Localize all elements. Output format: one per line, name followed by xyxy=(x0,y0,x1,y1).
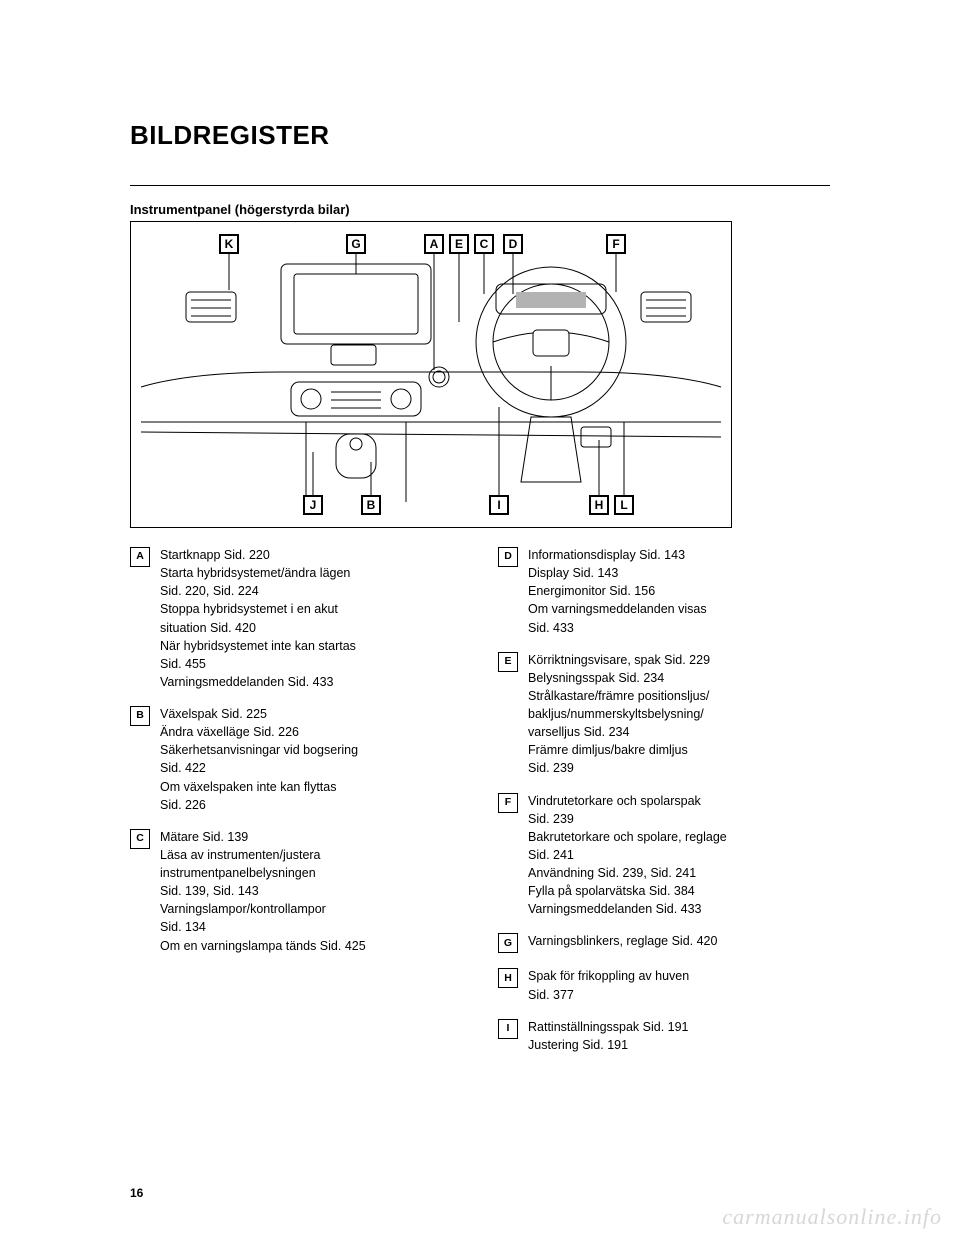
callout-a: A xyxy=(424,234,444,254)
legend-line: Mätare Sid. 139 xyxy=(160,828,366,846)
callout-h: H xyxy=(589,495,609,515)
legend-columns: A Startknapp Sid. 220Starta hybridsysteme… xyxy=(130,546,830,1054)
legend-line: Sid. 239 xyxy=(528,759,710,777)
legend-text: Startknapp Sid. 220Starta hybridsystemet… xyxy=(160,546,356,691)
page-title: BILDREGISTER xyxy=(130,120,830,151)
callout-k: K xyxy=(219,234,239,254)
legend-line: Spak för frikoppling av huven xyxy=(528,967,689,985)
legend-text: Mätare Sid. 139Läsa av instrumenten/just… xyxy=(160,828,366,955)
legend-line: Sid. 377 xyxy=(528,986,689,1004)
legend-item-g: G Varningsblinkers, reglage Sid. 420 xyxy=(498,932,830,953)
callout-i: I xyxy=(489,495,509,515)
legend-line: Bakrutetorkare och spolare, reglage xyxy=(528,828,727,846)
page-number: 16 xyxy=(130,1186,143,1200)
legend-line: Sid. 239 xyxy=(528,810,727,828)
legend-line: Sid. 455 xyxy=(160,655,356,673)
legend-line: varselljus Sid. 234 xyxy=(528,723,710,741)
legend-line: bakljus/nummerskyltsbelysning/ xyxy=(528,705,710,723)
legend-text: Informationsdisplay Sid. 143Display Sid.… xyxy=(528,546,707,637)
legend-line: Växelspak Sid. 225 xyxy=(160,705,358,723)
callout-f: F xyxy=(606,234,626,254)
callout-b: B xyxy=(361,495,381,515)
legend-item-f: F Vindrutetorkare och spolarspakSid. 239B… xyxy=(498,792,830,919)
legend-line: Om växelspaken inte kan flyttas xyxy=(160,778,358,796)
legend-line: Sid. 241 xyxy=(528,846,727,864)
legend-line: Stoppa hybridsystemet i en akut xyxy=(160,600,356,618)
callout-j: J xyxy=(303,495,323,515)
legend-item-e: E Körriktningsvisare, spak Sid. 229Belysn… xyxy=(498,651,830,778)
legend-line: Belysningsspak Sid. 234 xyxy=(528,669,710,687)
legend-label-i: I xyxy=(498,1019,518,1039)
callout-g: G xyxy=(346,234,366,254)
legend-line: Rattinställningsspak Sid. 191 xyxy=(528,1018,689,1036)
legend-line: Starta hybridsystemet/ändra lägen xyxy=(160,564,356,582)
legend-line: Varningsmeddelanden Sid. 433 xyxy=(528,900,727,918)
manual-page: BILDREGISTER Instrumentpanel (högerstyrd… xyxy=(0,0,960,1242)
legend-line: Varningsmeddelanden Sid. 433 xyxy=(160,673,356,691)
legend-label-g: G xyxy=(498,933,518,953)
legend-line: När hybridsystemet inte kan startas xyxy=(160,637,356,655)
legend-item-b: B Växelspak Sid. 225Ändra växelläge Sid. … xyxy=(130,705,462,814)
legend-line: Justering Sid. 191 xyxy=(528,1036,689,1054)
callout-c: C xyxy=(474,234,494,254)
legend-line: Energimonitor Sid. 156 xyxy=(528,582,707,600)
legend-line: Sid. 422 xyxy=(160,759,358,777)
watermark-text: carmanualsonline.info xyxy=(722,1204,942,1230)
legend-item-d: D Informationsdisplay Sid. 143Display Sid… xyxy=(498,546,830,637)
legend-line: Startknapp Sid. 220 xyxy=(160,546,356,564)
legend-label-b: B xyxy=(130,706,150,726)
callout-l: L xyxy=(614,495,634,515)
legend-line: Vindrutetorkare och spolarspak xyxy=(528,792,727,810)
legend-label-e: E xyxy=(498,652,518,672)
legend-line: Om varningsmeddelanden visas xyxy=(528,600,707,618)
legend-text: Vindrutetorkare och spolarspakSid. 239Ba… xyxy=(528,792,727,919)
title-rule xyxy=(130,185,830,186)
legend-line: Fylla på spolarvätska Sid. 384 xyxy=(528,882,727,900)
legend-item-c: C Mätare Sid. 139Läsa av instrumenten/jus… xyxy=(130,828,462,955)
legend-line: Sid. 134 xyxy=(160,918,366,936)
callout-e: E xyxy=(449,234,469,254)
legend-text: Växelspak Sid. 225Ändra växelläge Sid. 2… xyxy=(160,705,358,814)
legend-label-a: A xyxy=(130,547,150,567)
legend-line: Sid. 139, Sid. 143 xyxy=(160,882,366,900)
legend-line: Läsa av instrumenten/justera xyxy=(160,846,366,864)
legend-text: Varningsblinkers, reglage Sid. 420 xyxy=(528,932,717,953)
legend-line: Varningslampor/kontrollampor xyxy=(160,900,366,918)
legend-line: Användning Sid. 239, Sid. 241 xyxy=(528,864,727,882)
dashboard-figure: K G AECD F J B I HL xyxy=(130,221,732,528)
legend-line: Strålkastare/främre positionsljus/ xyxy=(528,687,710,705)
legend-line: Säkerhetsanvisningar vid bogsering xyxy=(160,741,358,759)
legend-line: instrumentpanelbelysningen xyxy=(160,864,366,882)
legend-line: Ändra växelläge Sid. 226 xyxy=(160,723,358,741)
legend-label-d: D xyxy=(498,547,518,567)
legend-line: Om en varningslampa tänds Sid. 425 xyxy=(160,937,366,955)
legend-label-f: F xyxy=(498,793,518,813)
legend-left-column: A Startknapp Sid. 220Starta hybridsysteme… xyxy=(130,546,462,1054)
legend-line: Sid. 220, Sid. 224 xyxy=(160,582,356,600)
legend-line: Informationsdisplay Sid. 143 xyxy=(528,546,707,564)
legend-item-i: I Rattinställningsspak Sid. 191Justering … xyxy=(498,1018,830,1054)
legend-line: Varningsblinkers, reglage Sid. 420 xyxy=(528,932,717,950)
legend-item-a: A Startknapp Sid. 220Starta hybridsysteme… xyxy=(130,546,462,691)
legend-line: Körriktningsvisare, spak Sid. 229 xyxy=(528,651,710,669)
legend-label-c: C xyxy=(130,829,150,849)
legend-line: Sid. 433 xyxy=(528,619,707,637)
section-subheading: Instrumentpanel (högerstyrda bilar) xyxy=(130,202,830,217)
legend-text: Rattinställningsspak Sid. 191Justering S… xyxy=(528,1018,689,1054)
legend-line: Främre dimljus/bakre dimljus xyxy=(528,741,710,759)
legend-text: Körriktningsvisare, spak Sid. 229Belysni… xyxy=(528,651,710,778)
legend-line: Display Sid. 143 xyxy=(528,564,707,582)
legend-label-h: H xyxy=(498,968,518,988)
legend-right-column: D Informationsdisplay Sid. 143Display Sid… xyxy=(498,546,830,1054)
legend-line: Sid. 226 xyxy=(160,796,358,814)
legend-text: Spak för frikoppling av huvenSid. 377 xyxy=(528,967,689,1003)
dashboard-illustration xyxy=(131,222,731,527)
callout-d: D xyxy=(503,234,523,254)
legend-line: situation Sid. 420 xyxy=(160,619,356,637)
legend-item-h: H Spak för frikoppling av huvenSid. 377 xyxy=(498,967,830,1003)
